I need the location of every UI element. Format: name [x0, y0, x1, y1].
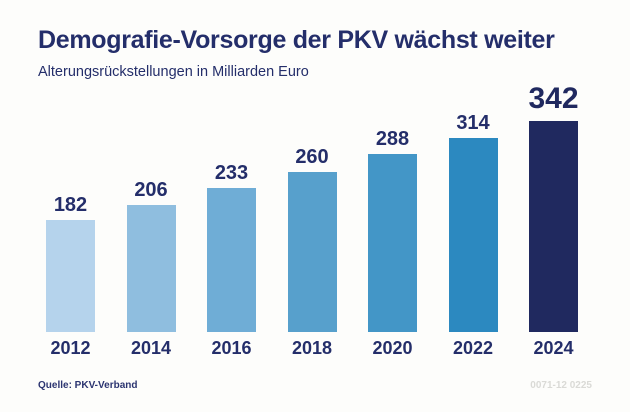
- x-axis-label: 2012: [50, 338, 91, 358]
- x-axis-label: 2024: [533, 338, 574, 358]
- x-axis-label: 2022: [452, 338, 494, 358]
- bar-column-2018: 260: [287, 146, 337, 332]
- bar-value-label: 288: [375, 128, 410, 150]
- bar: [46, 220, 95, 332]
- bar: [207, 188, 256, 332]
- chart-subtitle: Alterungsrückstellungen in Milliarden Eu…: [38, 64, 309, 80]
- bar-column-2014: 206: [126, 179, 176, 332]
- x-axis-label: 2018: [291, 338, 333, 358]
- bar-column-2020: 288: [368, 129, 417, 332]
- bar-value-label: 182: [53, 194, 88, 216]
- bar: [529, 121, 578, 332]
- bar-value-label: 233: [214, 162, 249, 184]
- bar: [448, 138, 498, 332]
- bar: [287, 172, 337, 332]
- bar-column-2024: 342: [528, 82, 579, 332]
- x-axis-labels: 2012 2014 2016 2018 2020 2022 2024: [46, 339, 578, 357]
- bar-column-2022: 314: [448, 112, 498, 332]
- bar: [368, 154, 417, 332]
- bar: [126, 205, 176, 332]
- reference-code: 0071-12 0225: [530, 380, 592, 391]
- bar-value-label: 260: [295, 146, 329, 168]
- x-axis-label: 2020: [372, 338, 413, 358]
- bar-column-2016: 233: [207, 163, 256, 332]
- x-axis-label: 2016: [211, 338, 252, 358]
- bar-value-label: 206: [134, 179, 168, 201]
- x-axis-label: 2014: [130, 338, 172, 358]
- source-note: Quelle: PKV-Verband: [38, 380, 138, 391]
- bar-chart: 182 206 233 260 288 314 342: [46, 80, 579, 332]
- bar-value-label: 314: [456, 112, 490, 134]
- chart-title: Demografie-Vorsorge der PKV wächst weite…: [38, 26, 555, 54]
- bar-value-label: 342: [528, 82, 579, 115]
- bar-column-2012: 182: [46, 195, 95, 332]
